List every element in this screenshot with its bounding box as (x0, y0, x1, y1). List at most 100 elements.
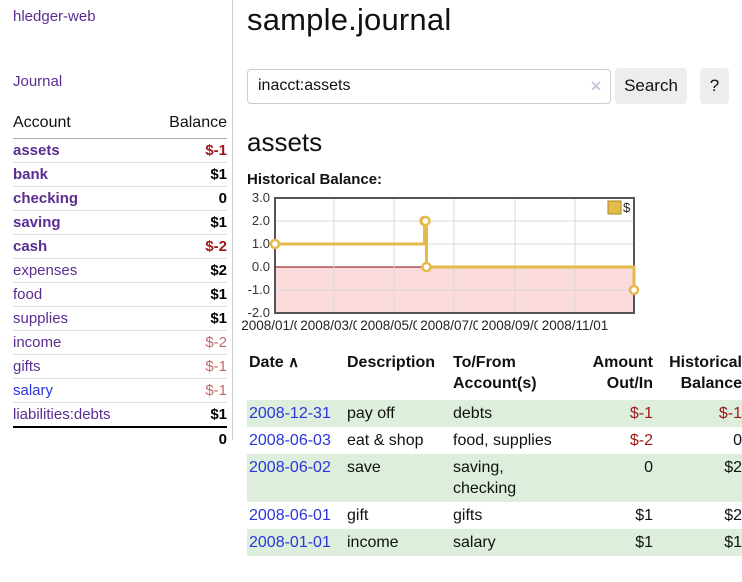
account-row-supplies: supplies $1 (13, 306, 227, 331)
account-balance: $1 (147, 162, 227, 187)
txn-balance: $2 (724, 459, 742, 476)
accounts-header-row: Account Balance (13, 110, 227, 139)
account-row-bank: bank $1 (13, 162, 227, 187)
register-row[interactable]: 2008-06-02 save saving, checking 0 $2 (247, 454, 742, 502)
svg-text:2008/07/01: 2008/07/01 (420, 318, 488, 333)
account-balance: $-1 (205, 142, 227, 159)
account-balance: $-2 (147, 234, 227, 259)
register-row[interactable]: 2008-12-31 pay off debts $-1 $-1 (247, 400, 742, 427)
svg-text:-2.0: -2.0 (248, 305, 270, 320)
txn-accounts: gifts (453, 507, 483, 524)
account-link-checking[interactable]: checking (13, 190, 79, 207)
register-row[interactable]: 2008-01-01 income salary $1 $1 (247, 529, 742, 556)
accounts-total: 0 (147, 426, 227, 451)
txn-amount: $1 (635, 534, 653, 551)
txn-date-link[interactable]: 2008-01-01 (249, 534, 331, 551)
svg-text:2008/01/01: 2008/01/01 (241, 318, 309, 333)
svg-text:2008/05/01: 2008/05/01 (360, 318, 428, 333)
svg-text:2.0: 2.0 (252, 213, 270, 228)
account-balance: $1 (147, 282, 227, 307)
register-row[interactable]: 2008-06-03 eat & shop food, supplies $-2… (247, 427, 742, 454)
account-link-cash[interactable]: cash (13, 238, 48, 255)
account-row-checking: checking 0 (13, 186, 227, 211)
svg-text:$: $ (623, 200, 631, 215)
account-balance: $1 (147, 210, 227, 235)
register-col-amount: Amount Out/In (592, 354, 653, 392)
svg-text:1.0: 1.0 (252, 236, 270, 251)
svg-text:2008/09/01: 2008/09/01 (481, 318, 549, 333)
sidebar: hledger-web Journal Account Balance asse… (0, 0, 233, 451)
account-link-salary[interactable]: salary (13, 382, 54, 399)
register-col-description: Description (347, 354, 436, 371)
txn-date-link[interactable]: 2008-12-31 (249, 405, 331, 422)
accounts-col-account: Account (13, 110, 148, 139)
accounts-table: Account Balance assets $-1 bank $1 check… (13, 110, 227, 451)
account-row-food: food $1 (13, 282, 227, 307)
search-bar: ✕ Search ? (247, 68, 742, 104)
clear-search-icon[interactable]: ✕ (590, 77, 602, 94)
txn-amount: $-1 (629, 405, 653, 422)
account-row-liabilities-debts: liabilities:debts $1 (13, 402, 227, 427)
txn-balance: $-1 (718, 405, 742, 422)
account-balance: $2 (147, 258, 227, 283)
brand-link[interactable]: hledger-web (13, 8, 96, 25)
account-balance: $-1 (147, 378, 227, 403)
txn-description: save (347, 459, 381, 476)
account-link-bank[interactable]: bank (13, 166, 49, 183)
register-col-balance: Historical Balance (669, 354, 742, 392)
account-link-saving[interactable]: saving (13, 214, 61, 231)
account-row-saving: saving $1 (13, 210, 227, 235)
txn-description: pay off (347, 405, 395, 422)
txn-accounts: salary (453, 534, 496, 551)
account-balance: $1 (147, 306, 227, 331)
help-button[interactable]: ? (700, 68, 729, 104)
account-link-expenses[interactable]: expenses (13, 262, 78, 279)
account-link-liabilities-debts[interactable]: liabilities:debts (13, 406, 111, 423)
account-link-supplies[interactable]: supplies (13, 310, 69, 327)
register-col-date[interactable]: Date ∧ (247, 350, 345, 400)
register-table: Date ∧ Description To/From Account(s) Am… (247, 350, 742, 556)
svg-text:-1.0: -1.0 (248, 282, 270, 297)
txn-balance: $2 (724, 507, 742, 524)
txn-amount: 0 (644, 459, 653, 476)
txn-date-link[interactable]: 2008-06-02 (249, 459, 331, 476)
accounts-col-balance: Balance (147, 110, 227, 139)
main-content: sample.journal ✕ Search ? assets Histori… (238, 0, 742, 556)
register-header-row: Date ∧ Description To/From Account(s) Am… (247, 350, 742, 400)
sidebar-item-journal[interactable]: Journal (13, 73, 63, 90)
sort-asc-icon: ∧ (288, 354, 300, 371)
account-link-assets[interactable]: assets (13, 142, 60, 159)
account-link-income[interactable]: income (13, 334, 62, 351)
svg-text:2008/03/01: 2008/03/01 (300, 318, 368, 333)
page-title: sample.journal (247, 2, 452, 37)
account-heading: assets (247, 127, 323, 157)
txn-date-link[interactable]: 2008-06-03 (249, 432, 331, 449)
register-col-accounts: To/From Account(s) (453, 354, 537, 392)
account-row-expenses: expenses $2 (13, 258, 227, 283)
svg-text:0.0: 0.0 (252, 259, 270, 274)
account-link-food[interactable]: food (13, 286, 43, 303)
account-balance: 0 (147, 186, 227, 211)
txn-description: eat & shop (347, 432, 424, 449)
txn-balance: 0 (733, 432, 742, 449)
account-balance: $-1 (147, 354, 227, 379)
account-balance: $1 (147, 402, 227, 427)
account-row-cash: cash $-2 (13, 234, 227, 259)
account-row-gifts: gifts $-1 (13, 354, 227, 379)
txn-accounts: food, supplies (453, 432, 552, 449)
date-header-label: Date (249, 354, 284, 371)
search-button[interactable]: Search (615, 68, 687, 104)
txn-amount: $1 (635, 507, 653, 524)
txn-accounts: debts (453, 405, 493, 422)
chart-title: Historical Balance: (247, 171, 383, 188)
svg-text:2008/11/01: 2008/11/01 (542, 318, 609, 333)
account-row-salary: salary $-1 (13, 378, 227, 403)
register-row[interactable]: 2008-06-01 gift gifts $1 $2 (247, 502, 742, 529)
txn-description: gift (347, 507, 369, 524)
txn-accounts: saving, checking (453, 459, 517, 497)
txn-date-link[interactable]: 2008-06-01 (249, 507, 331, 524)
account-row-assets: assets $-1 (13, 139, 227, 163)
account-link-gifts[interactable]: gifts (13, 358, 41, 375)
search-input[interactable] (247, 68, 611, 104)
